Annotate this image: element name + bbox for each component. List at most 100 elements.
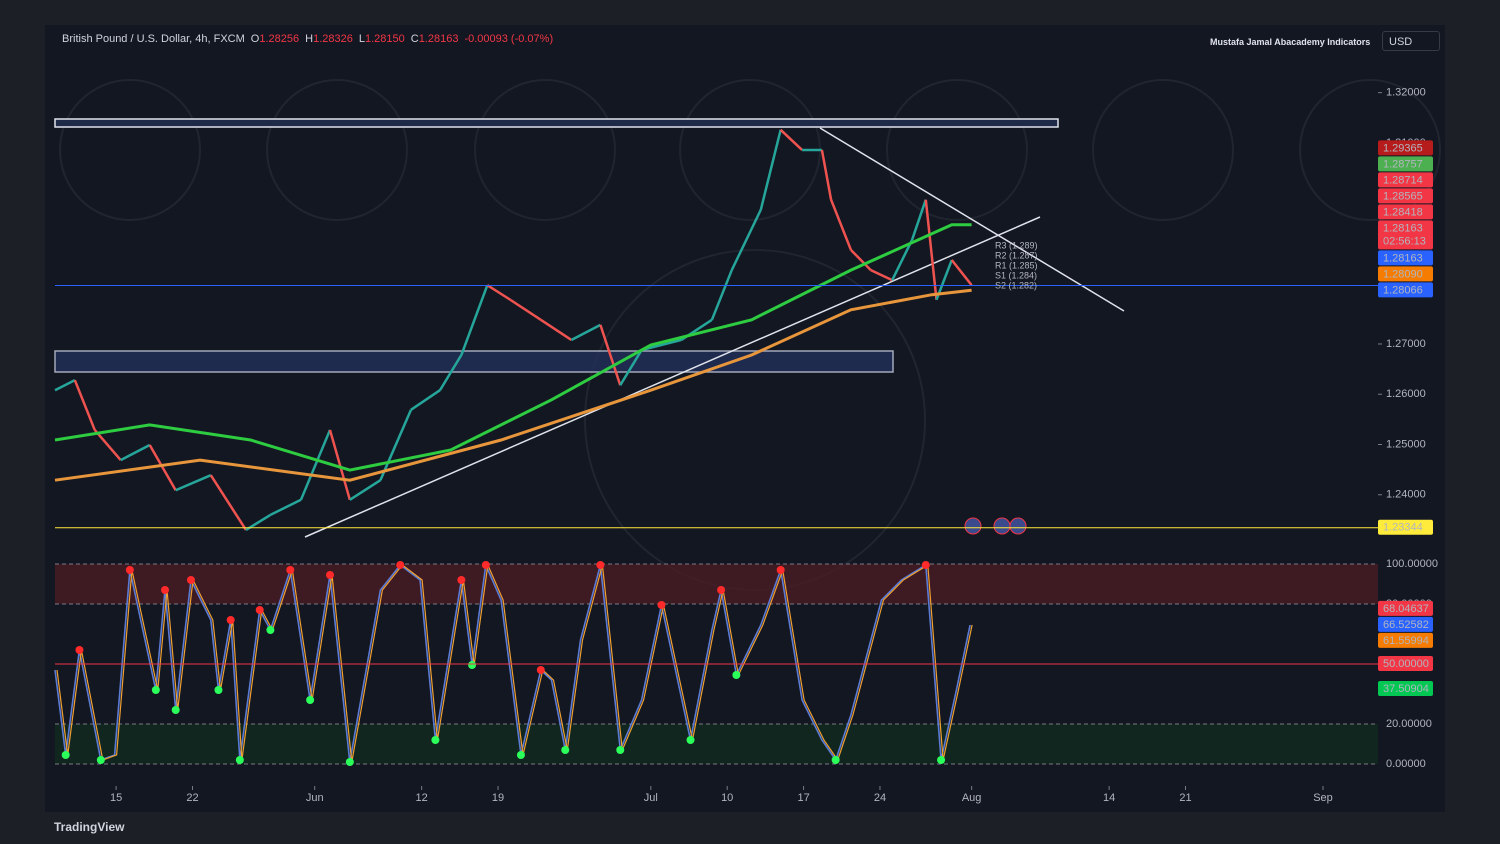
extreme-dot <box>214 686 223 694</box>
y-tick-label: 1.25000 <box>1386 438 1426 450</box>
extreme-dot <box>457 576 466 584</box>
series-line <box>54 288 972 482</box>
y-tick-label: 0.00000 <box>1386 758 1426 770</box>
extreme-dot <box>61 751 70 759</box>
extreme-dot <box>266 626 275 634</box>
price-tag <box>1378 172 1433 188</box>
price-segment <box>120 443 151 462</box>
x-tick-label: 15 <box>110 792 122 804</box>
price-segment <box>730 209 762 271</box>
zone <box>55 564 1378 604</box>
extreme-dot <box>306 696 315 704</box>
zone <box>55 724 1378 764</box>
price-tag <box>1378 282 1433 298</box>
price-segment <box>438 354 463 391</box>
x-tick-label: 21 <box>1179 792 1191 804</box>
symbol: British Pound / U.S. Dollar, 4h, FXCM <box>62 33 245 45</box>
price-segment <box>410 389 441 411</box>
price-segment <box>570 323 601 342</box>
extreme-dot <box>937 756 946 764</box>
extreme-dot <box>286 566 295 574</box>
extreme-dot <box>717 586 726 594</box>
extreme-dot <box>732 671 741 679</box>
price-tag <box>1378 600 1433 616</box>
price-tag <box>1378 250 1433 266</box>
price-tag-label: 1.28757 <box>1383 158 1423 170</box>
x-tick-label: 12 <box>416 792 428 804</box>
price-tag-label: 68.04637 <box>1383 603 1429 615</box>
extreme-dot <box>657 601 666 609</box>
extreme-dot <box>431 736 440 744</box>
price-tag <box>1378 656 1433 671</box>
extreme-dot <box>325 571 334 579</box>
price-segment <box>619 349 643 386</box>
extreme-dot <box>481 561 490 569</box>
chart-frame <box>45 25 1445 812</box>
price-segment <box>540 318 573 341</box>
price-tag <box>1378 220 1433 250</box>
price-segment <box>924 199 938 300</box>
extreme-dot <box>171 706 180 714</box>
ohlc-key: H <box>305 33 314 45</box>
brand: TradingView <box>54 820 125 834</box>
price-segment <box>641 338 682 352</box>
price-segment <box>759 129 782 211</box>
pivot-label: R3 (1.289) <box>995 240 1038 250</box>
event-icons <box>964 517 1027 535</box>
price-segment <box>820 149 833 200</box>
price-tag-label: 61.55994 <box>1383 635 1429 647</box>
pivot-label: S1 (1.284) <box>995 270 1037 280</box>
price-segment <box>460 284 489 356</box>
price-segment <box>54 379 76 392</box>
price-tag-label: 1.28714 <box>1383 174 1423 186</box>
price-tag-label: 66.52582 <box>1383 619 1429 631</box>
pivot-label: R1 (1.285) <box>995 260 1038 270</box>
price-tag <box>1378 680 1433 696</box>
price-tag-label: 1.23344 <box>1383 522 1423 534</box>
ohlc-key: O <box>250 33 260 45</box>
x-tick-label: 14 <box>1103 792 1115 804</box>
price-segment <box>148 444 177 491</box>
x-tick-label: Jun <box>306 792 324 804</box>
extreme-dot <box>96 756 105 764</box>
extreme-dot <box>186 576 195 584</box>
extreme-dot <box>536 666 545 674</box>
price-tag-label: 1.28565 <box>1383 190 1423 202</box>
price-tag-label: 1.28418 <box>1383 206 1423 218</box>
price-tag-label: 50.00000 <box>1383 658 1429 670</box>
pivot-label: R2 (1.287) <box>995 250 1038 260</box>
price-segment <box>950 259 973 286</box>
price-segment <box>509 298 542 321</box>
ohlc-value: 1.28256 <box>259 33 300 45</box>
x-tick-label: 17 <box>797 792 809 804</box>
price-segment <box>486 284 511 301</box>
extreme-dot <box>686 736 695 744</box>
extreme-dot <box>616 746 625 754</box>
change: -0.00093 (-0.07%) <box>464 33 554 45</box>
price-segment <box>710 269 733 321</box>
price-segment <box>175 474 212 492</box>
y-tick-label: 1.24000 <box>1386 489 1426 501</box>
price-segment <box>93 429 122 461</box>
y-tick-label: 100.00000 <box>1386 558 1438 570</box>
price-segment <box>379 409 413 481</box>
price-segment <box>910 199 927 241</box>
price-tag-label: 37.50904 <box>1383 683 1429 695</box>
price-tag <box>1378 140 1433 156</box>
y-tick-label: 1.32000 <box>1386 87 1426 99</box>
extreme-dot <box>396 561 405 569</box>
x-tick-label: 10 <box>721 792 733 804</box>
extreme-dot <box>776 566 785 574</box>
extreme-dot <box>226 616 235 624</box>
currency-button[interactable]: USD <box>1382 31 1440 51</box>
price-segment <box>779 128 803 151</box>
price-tag <box>1378 616 1433 632</box>
price-segment <box>349 479 382 501</box>
ohlc-key: C <box>410 33 419 45</box>
price-tag <box>1378 204 1433 220</box>
extreme-dot <box>468 661 477 669</box>
price-tag-label: 1.28163 <box>1383 252 1423 264</box>
price-segment <box>269 498 302 516</box>
extreme-dot <box>151 686 160 694</box>
y-tick-label: 1.27000 <box>1386 338 1426 350</box>
